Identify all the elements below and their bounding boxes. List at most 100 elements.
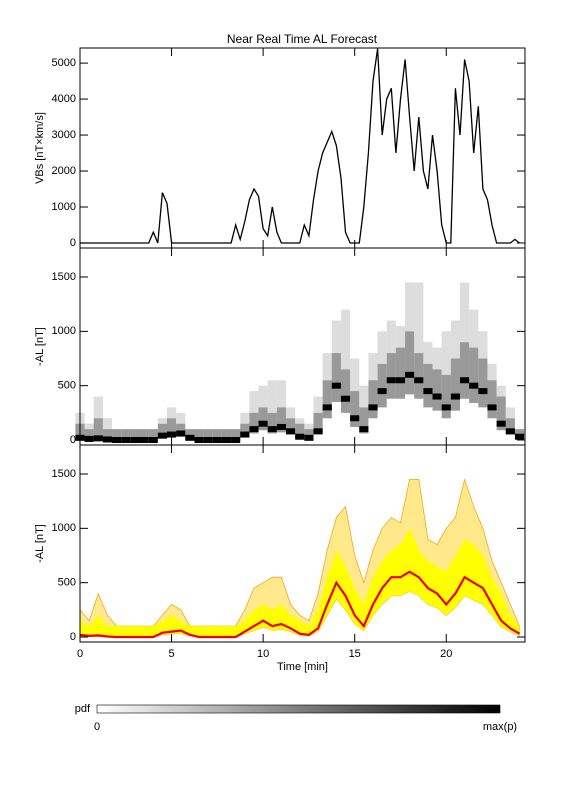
y-tick-label: 3000 <box>52 129 76 141</box>
density-core <box>386 353 396 399</box>
y-axis-label: -AL [nT] <box>34 524 46 563</box>
density-core <box>304 429 314 439</box>
density-peak <box>450 393 460 400</box>
density-tail <box>478 331 488 359</box>
density-tail <box>176 412 186 424</box>
density-core <box>112 429 122 441</box>
density-peak <box>368 404 378 411</box>
density-core <box>368 380 378 419</box>
density-peak <box>322 404 332 411</box>
density-core <box>176 423 186 437</box>
density-peak <box>340 395 351 402</box>
density-tail <box>505 407 515 419</box>
density-core <box>450 358 460 411</box>
median-line <box>79 570 521 639</box>
density-core <box>331 353 341 402</box>
density-tail <box>350 358 360 392</box>
density-peak <box>359 426 369 433</box>
axes-frame <box>79 444 526 643</box>
density-peak <box>166 431 177 438</box>
chart-title: Near Real Time AL Forecast <box>227 32 378 46</box>
density-core <box>469 347 479 404</box>
density-peak <box>331 382 341 389</box>
y-tick-label: 1500 <box>52 271 76 283</box>
y-tick-label: 0 <box>70 237 76 249</box>
colorbar-max: max(p) <box>483 721 517 733</box>
density-peak <box>258 420 268 427</box>
density-core <box>240 423 250 437</box>
density-peak <box>478 388 488 395</box>
colorbar-min: 0 <box>94 721 100 733</box>
x-axis-label: Time [min] <box>277 661 328 673</box>
density-core <box>395 347 406 399</box>
density-peak <box>194 437 204 444</box>
density-peak <box>139 437 149 444</box>
x-tick-label: 5 <box>169 648 175 660</box>
density-tail <box>414 282 424 354</box>
density-peak <box>112 437 122 444</box>
y-tick-label: 1000 <box>52 325 76 337</box>
density-peak <box>432 393 442 400</box>
density-peak <box>176 430 186 437</box>
density-core <box>194 429 204 441</box>
density-peak <box>212 437 222 444</box>
y-tick-label: 500 <box>58 577 76 589</box>
density-tail <box>84 423 94 430</box>
density-tail <box>166 407 177 419</box>
density-tail <box>441 331 451 375</box>
density-tail <box>331 320 341 354</box>
density-core <box>441 374 451 419</box>
density-core <box>359 407 369 434</box>
density-tail <box>450 320 460 359</box>
y-tick-label: 1000 <box>52 201 76 213</box>
y-tick-label: 1000 <box>52 522 76 534</box>
density-tail <box>469 309 479 348</box>
density-peak <box>203 437 213 444</box>
y-tick-label: 500 <box>58 380 76 392</box>
density-core <box>432 369 442 411</box>
density-core <box>423 363 433 408</box>
density-tail <box>340 309 351 370</box>
density-tail <box>487 363 497 381</box>
inner-band <box>80 528 520 637</box>
density-core <box>258 407 268 431</box>
y-tick-label: 1500 <box>52 468 76 480</box>
density-core <box>130 429 140 441</box>
y-tick-label: 4000 <box>52 93 76 105</box>
density-tail <box>304 423 314 430</box>
density-core <box>405 331 415 395</box>
density-tail <box>102 418 113 430</box>
density-core <box>157 423 167 438</box>
density-core <box>322 380 332 419</box>
density-tail <box>423 342 433 364</box>
density-peak <box>313 428 323 435</box>
density-peak <box>249 426 259 433</box>
density-tail <box>432 347 442 370</box>
density-core <box>505 418 515 435</box>
density-peak <box>185 434 195 441</box>
density-core <box>286 418 296 435</box>
density-peak <box>231 437 241 444</box>
density-tail <box>386 320 396 354</box>
density-peak <box>350 415 360 422</box>
x-tick-label: 15 <box>349 648 361 660</box>
density-core <box>231 429 241 441</box>
density-core <box>121 429 131 441</box>
x-tick-label: 10 <box>257 648 269 660</box>
density-peak <box>148 437 158 444</box>
density-tail <box>322 353 332 381</box>
density-peak <box>514 433 525 440</box>
density-tail <box>359 385 369 408</box>
density-peak <box>157 432 167 439</box>
density-core <box>212 429 222 441</box>
x-tick-label: 20 <box>440 648 452 660</box>
density-peak <box>395 377 406 384</box>
density-core <box>267 412 277 434</box>
density-tail <box>368 353 378 381</box>
density-tail <box>496 385 506 397</box>
density-core <box>350 391 360 427</box>
density-peak <box>130 437 140 444</box>
density-peak <box>267 426 277 433</box>
density-core <box>203 429 213 441</box>
density-peak <box>304 434 314 441</box>
